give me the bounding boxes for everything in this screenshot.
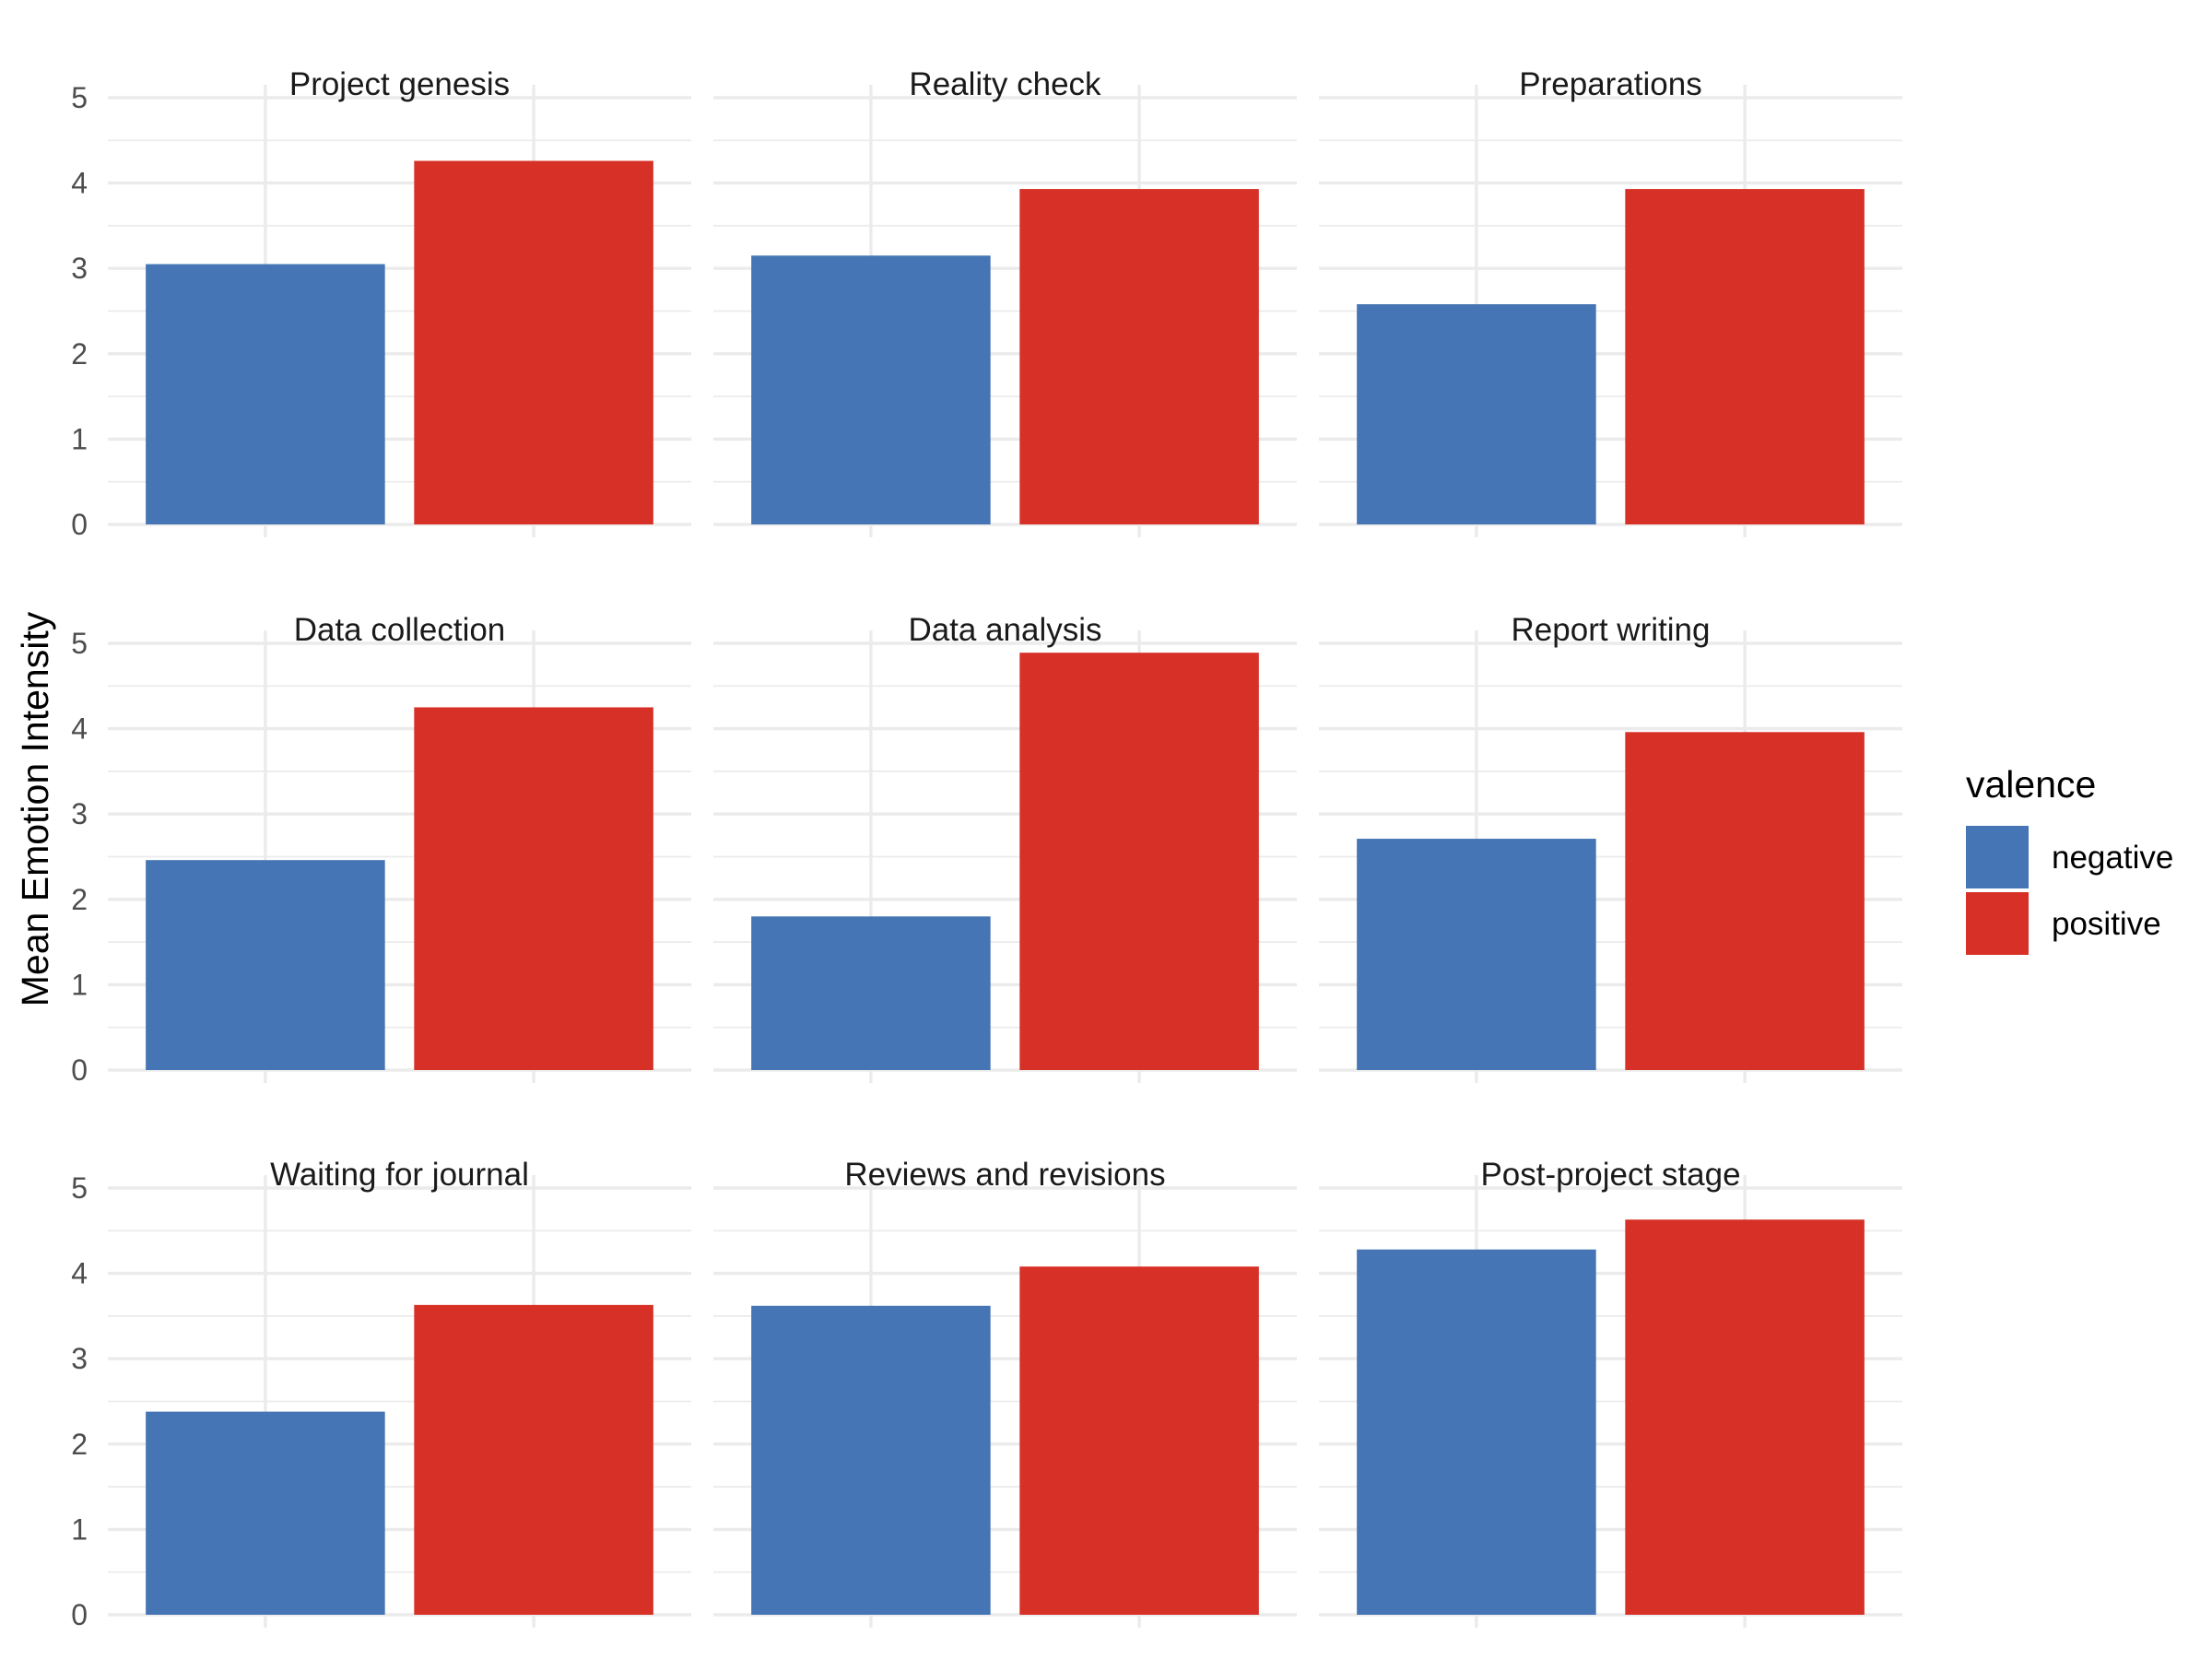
panel-title: Reviews and revisions [844,1157,1165,1193]
panel-title: Data analysis [908,612,1101,648]
panel-title: Post-project stage [1480,1157,1740,1193]
panel-title: Project genesis [289,66,510,102]
bar-positive [414,160,653,525]
panel: Data analysis [713,612,1297,1083]
panel-title: Data collection [294,612,506,648]
panel: Post-project stage [1319,1157,1902,1628]
bar-negative [751,1305,991,1615]
panel-title: Waiting for journal [270,1157,529,1193]
y-axis-label: Mean Emotion Intensity [14,611,56,1006]
bar-positive [1019,653,1259,1070]
y-tick-label: 3 [71,252,88,285]
bar-positive [1019,189,1259,524]
bar-positive [1625,189,1865,524]
panel: Reviews and revisions [713,1157,1297,1628]
y-tick-label: 1 [71,1512,88,1546]
bar-negative [751,916,991,1070]
y-tick-label: 3 [71,1342,88,1375]
y-tick-label: 5 [71,81,88,114]
y-tick-label: 5 [71,627,88,660]
bar-positive [414,1304,653,1615]
y-tick-label: 4 [71,167,88,200]
y-tick-label: 4 [71,1257,88,1290]
panel: Reality check [713,66,1297,537]
y-tick-label: 0 [71,1598,88,1631]
panel-title: Report writing [1512,612,1711,648]
panel-title: Reality check [909,66,1101,102]
y-tick-label: 0 [71,1053,88,1087]
y-tick-label: 5 [71,1171,88,1205]
y-tick-label: 2 [71,1428,88,1461]
y-tick-label: 2 [71,883,88,916]
bar-negative [146,860,385,1070]
y-tick-label: 1 [71,422,88,455]
bar-negative [1357,1249,1596,1615]
panel: Data collection 0 1 2 3 4 5 [71,612,691,1087]
legend-label: positive [2052,906,2161,942]
legend-key-positive [1966,892,2029,955]
y-tick-label: 0 [71,508,88,541]
y-tick-label: 3 [71,797,88,830]
bar-negative [1357,304,1596,524]
y-tick-label: 4 [71,712,88,746]
bar-negative [1357,839,1596,1070]
y-tick-label: 1 [71,968,88,1001]
legend-label: negative [2052,840,2173,876]
bar-positive [1019,1266,1259,1615]
bar-negative [146,1411,385,1615]
bar-negative [751,255,991,524]
bar-positive [414,707,653,1070]
legend: valence negative positive [1966,763,2173,955]
panel: Preparations [1319,66,1902,537]
panel-title: Preparations [1519,66,1701,102]
bar-negative [146,264,385,524]
panel: Report writing [1319,612,1902,1083]
legend-title: valence [1966,763,2096,806]
panel: Waiting for journal 0 1 2 3 4 5 [71,1157,691,1631]
bar-positive [1625,732,1865,1070]
chart-panels: Project genesis 0 1 2 3 4 5 Reality check Prepar… [71,66,1902,1631]
legend-key-negative [1966,826,2029,888]
panel: Project genesis 0 1 2 3 4 5 [71,66,691,541]
bar-positive [1625,1219,1865,1615]
y-tick-label: 2 [71,337,88,371]
